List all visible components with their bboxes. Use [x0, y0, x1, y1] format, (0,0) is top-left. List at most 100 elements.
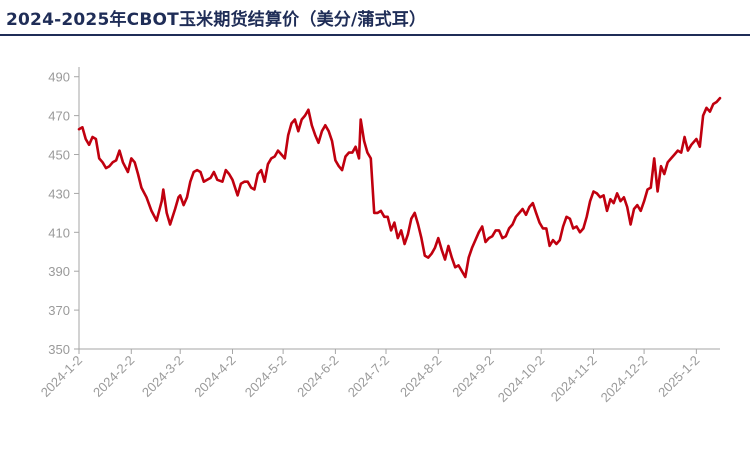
data-point	[327, 130, 330, 132]
data-point	[354, 145, 357, 148]
chart-ticks: 350 370 390 410 430 450 470 490 2024-1-2 2024-2-2…	[38, 70, 703, 405]
data-point	[250, 186, 252, 189]
data-point	[413, 212, 416, 214]
data-point	[314, 134, 317, 136]
data-point	[511, 223, 514, 226]
data-point	[709, 110, 711, 113]
y-tick-label: 430	[48, 186, 70, 201]
data-point	[690, 144, 693, 146]
data-point	[150, 210, 153, 212]
chart-title: 2024-2025年CBOT玉米期货结算价（美分/蒲式耳）	[6, 10, 427, 30]
x-tick-label: 2024-12-2	[598, 353, 651, 406]
chart-axes	[78, 67, 720, 350]
data-point	[359, 118, 362, 121]
data-point	[334, 159, 337, 162]
data-point	[155, 219, 158, 222]
data-point	[84, 138, 87, 140]
y-tick-label: 350	[48, 342, 70, 357]
data-point	[351, 151, 354, 154]
data-point	[169, 223, 171, 226]
data-point	[481, 225, 484, 228]
x-tick-label: 2025-1-2	[655, 353, 702, 400]
data-point	[702, 114, 704, 117]
data-point	[209, 177, 212, 179]
data-point	[177, 196, 180, 199]
data-point	[358, 157, 360, 160]
data-point	[160, 200, 163, 202]
y-tick-label: 450	[48, 148, 70, 163]
data-point	[240, 182, 242, 185]
data-point	[478, 231, 480, 234]
data-point	[619, 200, 622, 202]
data-point	[545, 227, 548, 230]
data-point	[203, 180, 205, 183]
data-point	[341, 169, 343, 171]
data-point	[376, 212, 379, 214]
data-point	[538, 221, 541, 224]
x-tick-label: 2024-11-2	[548, 353, 600, 405]
data-point	[105, 167, 107, 169]
data-point	[687, 149, 689, 152]
data-point	[267, 163, 269, 165]
data-point	[444, 258, 446, 261]
data-point	[582, 227, 585, 230]
data-point	[680, 151, 682, 154]
data-point	[386, 216, 389, 218]
data-point	[606, 210, 608, 212]
data-point	[324, 124, 327, 127]
data-point	[145, 196, 148, 199]
data-point	[257, 173, 259, 175]
data-point	[348, 151, 350, 154]
data-point	[494, 229, 497, 232]
data-point	[196, 169, 198, 171]
data-point	[130, 157, 133, 160]
x-tick-label: 2024-7-2	[345, 353, 392, 400]
title-underline	[0, 34, 750, 36]
data-point	[430, 252, 433, 255]
data-point	[98, 157, 100, 160]
data-point	[609, 198, 612, 200]
data-point	[699, 145, 701, 148]
data-point	[677, 149, 679, 152]
data-point	[542, 227, 544, 230]
data-point	[321, 130, 323, 132]
data-point	[344, 155, 347, 158]
data-point	[663, 173, 666, 175]
data-point	[91, 136, 94, 138]
data-point	[650, 186, 652, 189]
data-point	[528, 206, 531, 208]
data-point	[127, 171, 129, 173]
data-point	[221, 180, 224, 183]
data-point	[670, 157, 672, 160]
data-point	[440, 249, 443, 251]
data-point	[447, 245, 450, 247]
data-point	[304, 114, 306, 117]
data-point	[165, 212, 168, 214]
data-point	[373, 212, 376, 214]
data-point	[508, 227, 510, 230]
data-point	[363, 140, 365, 142]
data-point	[518, 212, 521, 214]
data-point	[461, 270, 463, 273]
x-tick-label: 2024-3-2	[139, 353, 186, 400]
data-point	[471, 247, 473, 249]
data-point	[189, 180, 192, 183]
y-tick-label: 490	[48, 70, 70, 85]
data-point	[646, 188, 649, 191]
data-point	[162, 188, 165, 191]
data-point	[521, 208, 524, 210]
data-point	[231, 179, 234, 181]
data-point	[420, 237, 423, 239]
data-point	[555, 243, 558, 245]
data-point	[186, 196, 188, 199]
data-point	[525, 214, 527, 216]
data-point	[133, 161, 136, 164]
data-point	[111, 161, 114, 164]
x-tick-label: 2024-6-2	[294, 353, 341, 400]
data-point	[498, 229, 500, 232]
data-point	[263, 180, 266, 183]
data-point	[484, 241, 487, 243]
data-point	[403, 243, 406, 245]
data-point	[636, 204, 639, 206]
data-point	[612, 202, 615, 204]
